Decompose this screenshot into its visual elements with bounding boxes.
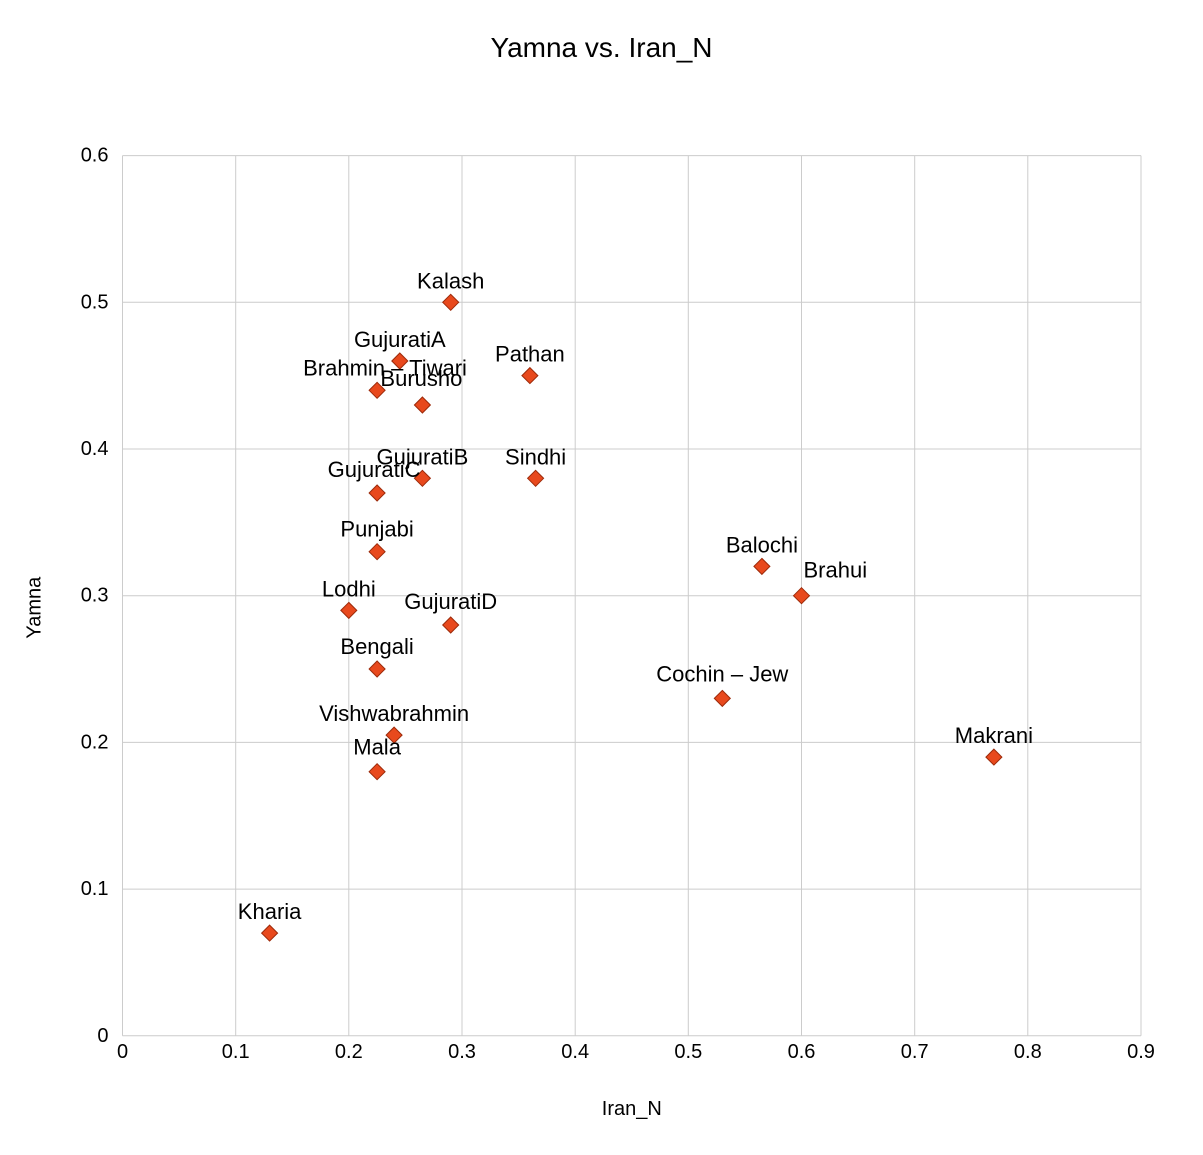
svg-text:0.3: 0.3 (81, 585, 109, 607)
svg-text:0.8: 0.8 (1014, 1041, 1042, 1063)
svg-text:GujuratiC: GujuratiC (328, 457, 421, 482)
svg-text:0.2: 0.2 (335, 1041, 363, 1063)
svg-text:Mala: Mala (353, 735, 401, 760)
svg-text:Yamna: Yamna (24, 576, 46, 639)
svg-text:Punjabi: Punjabi (340, 517, 413, 542)
svg-text:Burusho: Burusho (380, 366, 462, 391)
svg-text:Pathan: Pathan (495, 342, 565, 367)
svg-text:GujuratiA: GujuratiA (354, 327, 446, 352)
svg-text:0.9: 0.9 (1127, 1041, 1155, 1063)
svg-text:Balochi: Balochi (726, 532, 798, 557)
svg-text:GujuratiD: GujuratiD (404, 589, 497, 614)
svg-text:Kharia: Kharia (238, 899, 302, 924)
svg-text:0.4: 0.4 (561, 1041, 589, 1063)
svg-text:0.1: 0.1 (81, 878, 109, 900)
svg-text:Iran_N: Iran_N (602, 1098, 662, 1120)
svg-text:0.5: 0.5 (674, 1041, 702, 1063)
svg-text:0.5: 0.5 (81, 291, 109, 313)
svg-text:0: 0 (97, 1025, 108, 1047)
svg-text:0.3: 0.3 (448, 1041, 476, 1063)
svg-text:Sindhi: Sindhi (505, 444, 566, 469)
svg-text:Bengali: Bengali (340, 634, 413, 659)
svg-text:0: 0 (117, 1041, 128, 1063)
svg-text:0.4: 0.4 (81, 438, 109, 460)
svg-text:0.7: 0.7 (901, 1041, 929, 1063)
svg-text:Cochin – Jew: Cochin – Jew (656, 661, 788, 686)
svg-text:Makrani: Makrani (955, 723, 1033, 748)
svg-text:0.6: 0.6 (81, 145, 109, 167)
svg-text:0.2: 0.2 (81, 731, 109, 753)
svg-text:Vishwabrahmin: Vishwabrahmin (319, 701, 469, 726)
svg-text:Kalash: Kalash (417, 268, 484, 293)
svg-text:0.1: 0.1 (222, 1041, 250, 1063)
svg-text:0.6: 0.6 (788, 1041, 816, 1063)
svg-text:Lodhi: Lodhi (322, 576, 376, 601)
svg-text:Brahui: Brahui (804, 558, 868, 583)
